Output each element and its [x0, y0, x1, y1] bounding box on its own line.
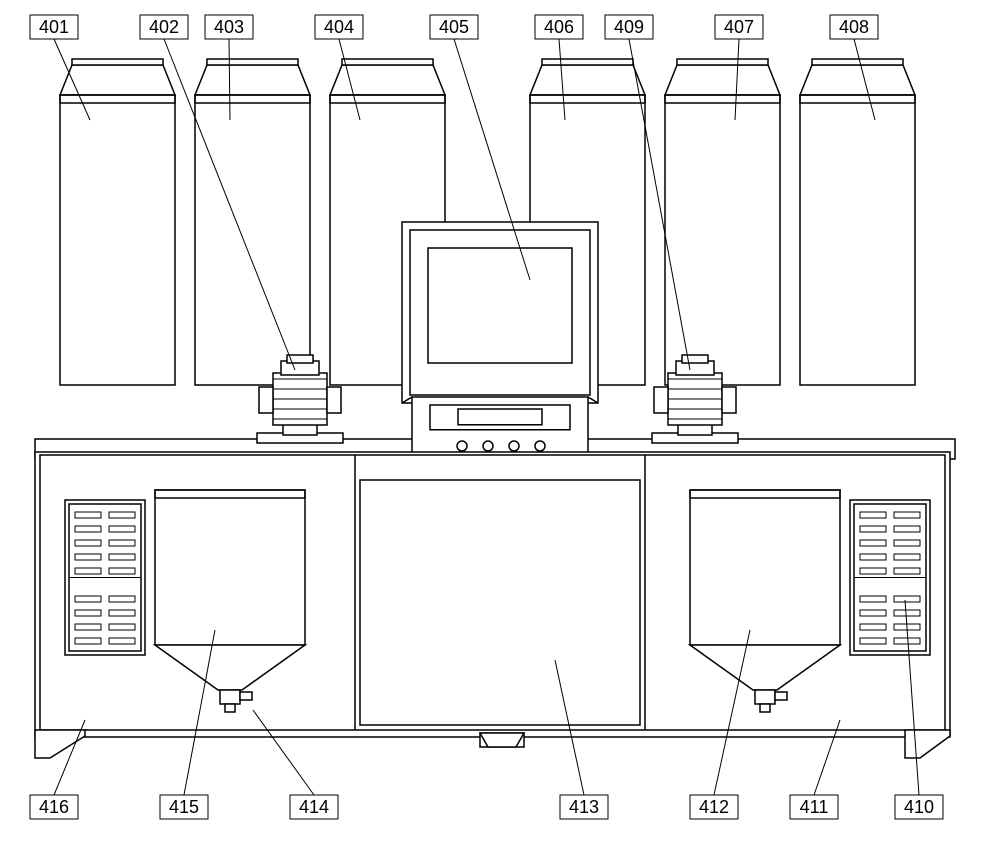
svg-text:407: 407	[724, 17, 754, 37]
svg-text:406: 406	[544, 17, 574, 37]
svg-text:401: 401	[39, 17, 69, 37]
svg-text:412: 412	[699, 797, 729, 817]
svg-text:405: 405	[439, 17, 469, 37]
svg-text:411: 411	[800, 797, 829, 817]
svg-text:410: 410	[904, 797, 934, 817]
svg-text:408: 408	[839, 17, 869, 37]
svg-text:409: 409	[614, 17, 644, 37]
svg-text:416: 416	[39, 797, 69, 817]
svg-text:413: 413	[569, 797, 599, 817]
svg-text:414: 414	[299, 797, 329, 817]
engineering-diagram: 401 402 403 404 405 406 409 407 408 416 415 414 413 4…	[0, 0, 1000, 851]
svg-text:403: 403	[214, 17, 244, 37]
svg-text:415: 415	[169, 797, 199, 817]
svg-text:404: 404	[324, 17, 354, 37]
svg-text:402: 402	[149, 17, 179, 37]
